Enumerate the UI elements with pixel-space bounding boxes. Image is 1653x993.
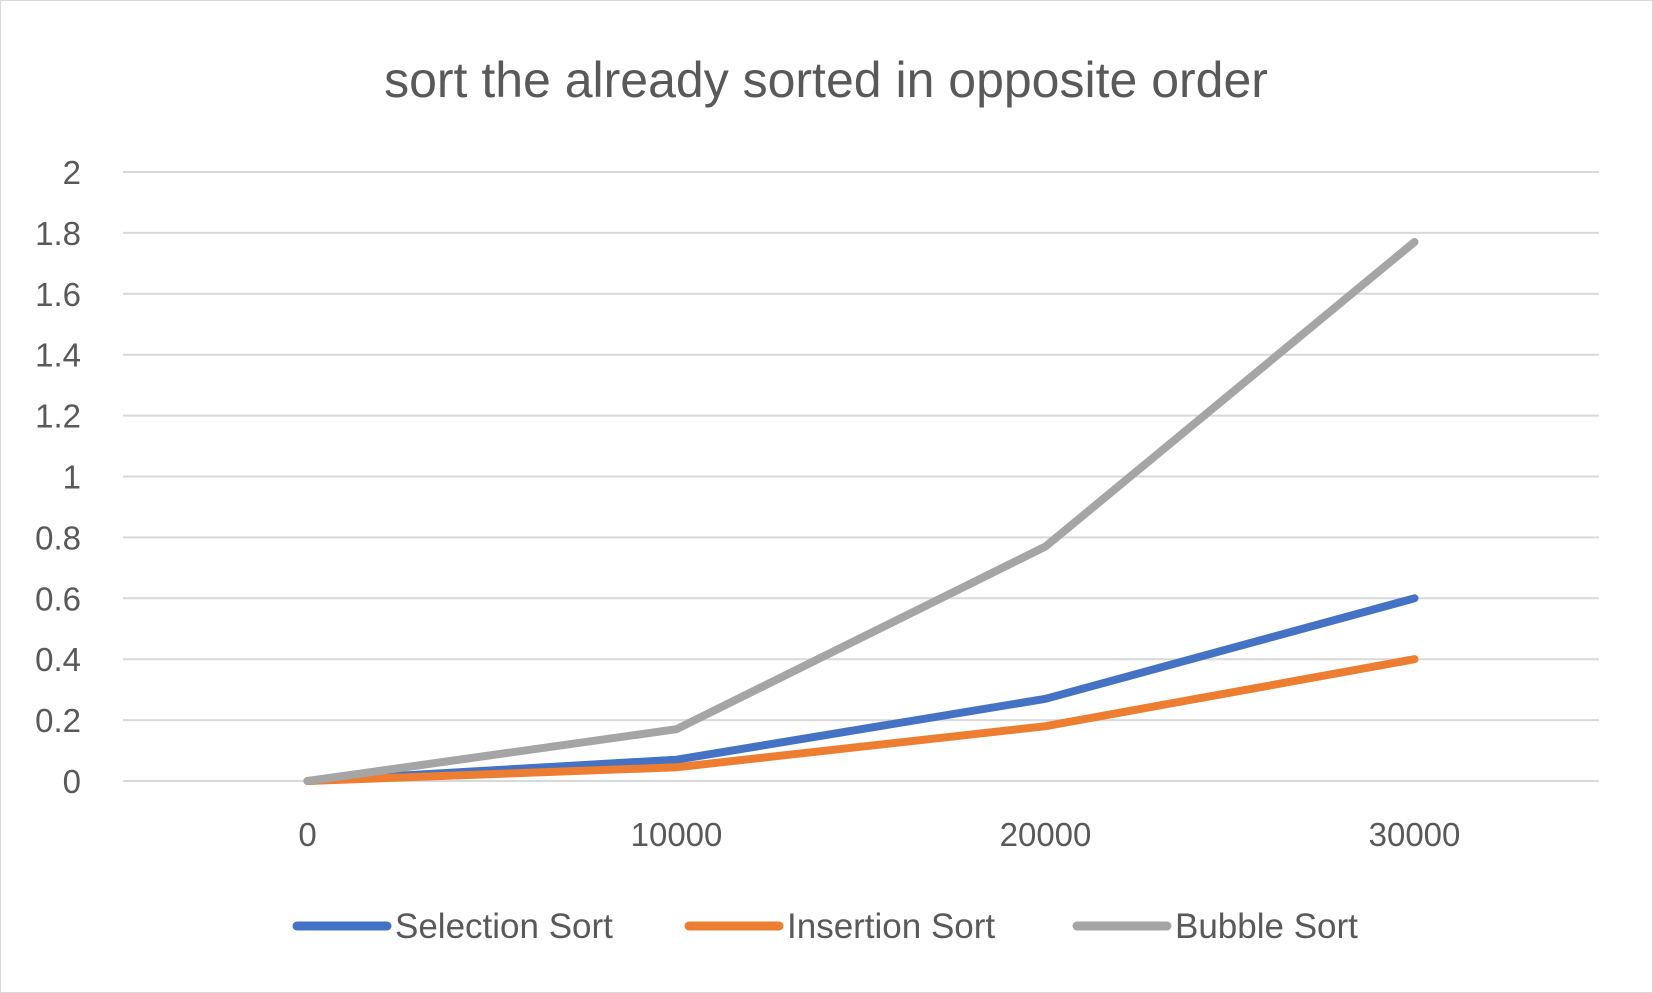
legend-label-2: Bubble Sort — [1175, 907, 1358, 946]
x-tick-label: 30000 — [1369, 816, 1461, 853]
y-tick-label: 1.6 — [35, 276, 81, 313]
gridlines — [123, 171, 1599, 782]
series-line-2 — [303, 238, 1419, 785]
series-line-1 — [303, 655, 1419, 785]
y-tick-label: 1.8 — [35, 215, 81, 252]
y-tick-label: 1.4 — [35, 337, 81, 374]
y-tick-label: 2 — [63, 154, 81, 191]
y-tick-label: 0 — [63, 763, 81, 800]
x-tick-label: 10000 — [631, 816, 723, 853]
legend: Selection Sort Insertion Sort Bubble Sort — [292, 907, 1358, 946]
y-tick-label: 0.2 — [35, 702, 81, 739]
y-tick-label: 1 — [63, 459, 81, 496]
y-axis-ticks: 0 0.2 0.4 0.6 0.8 1 1.2 1.4 1.6 1.8 2 — [35, 154, 81, 800]
y-tick-label: 0.4 — [35, 641, 81, 678]
x-tick-label: 20000 — [1000, 816, 1092, 853]
series-lines — [303, 238, 1419, 785]
legend-label-1: Insertion Sort — [787, 907, 995, 946]
x-axis-ticks: 0 10000 20000 30000 — [298, 816, 1460, 853]
y-tick-label: 0.8 — [35, 519, 81, 556]
legend-label-0: Selection Sort — [395, 907, 613, 946]
x-tick-label: 0 — [298, 816, 316, 853]
y-tick-label: 1.2 — [35, 398, 81, 435]
chart-title: sort the already sorted in opposite orde… — [384, 52, 1268, 108]
y-tick-label: 0.6 — [35, 580, 81, 617]
